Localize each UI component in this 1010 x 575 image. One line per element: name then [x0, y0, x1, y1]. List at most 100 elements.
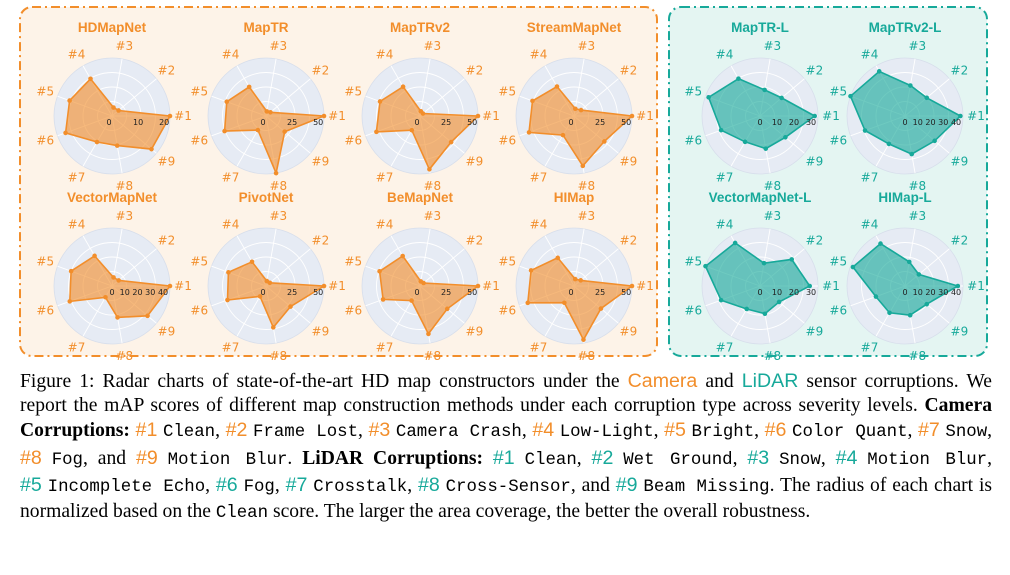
radar-point: [400, 253, 405, 259]
radar-spoke-label: #4: [716, 48, 734, 62]
radar-spoke-label: #9: [951, 155, 969, 169]
radar-point: [955, 283, 961, 289]
radar-point: [629, 283, 635, 289]
corruption-name: Camera Crash: [395, 423, 522, 443]
radar-spoke-label: #6: [190, 303, 208, 317]
radar-spoke-label: #5: [684, 255, 702, 269]
radar-point: [878, 241, 883, 246]
corruption-name: Snow: [945, 423, 988, 443]
radar-tick-label: 10: [913, 118, 923, 127]
radar-chart-title: VectorMapNet: [67, 190, 158, 205]
radar-tick-label: 0: [260, 118, 265, 127]
radar-point: [783, 135, 788, 140]
radar-spoke-label: #8: [908, 179, 926, 193]
radar-point: [167, 283, 173, 289]
radar-spoke-label: #5: [344, 85, 362, 99]
radar-point: [377, 99, 383, 104]
radar-tick-label: 50: [313, 288, 323, 297]
lidar-corruption-list: #1 Clean, #2 Wet Ground, #3 Snow, #4 Mot…: [20, 446, 992, 497]
radar-spoke-label: #8: [763, 179, 781, 193]
radar-point: [850, 264, 856, 270]
radar-point: [908, 83, 913, 88]
radar-spoke-label: #7: [530, 170, 548, 184]
radar-chart: 0 10 20 30 40 #1 #2 #3 #4 #5 #6 #7 #8 #9 HIMap-L: [829, 190, 984, 362]
radar-point: [116, 108, 121, 113]
radar-tick-label: 20: [159, 118, 169, 127]
corruption-tag: #4: [835, 446, 858, 469]
radar-tick-label: 10: [133, 118, 143, 127]
radar-point: [257, 294, 263, 299]
radar-spoke-label: #2: [466, 233, 484, 247]
radar-spoke-label: #6: [829, 133, 847, 147]
radar-spoke-label: #2: [466, 63, 484, 77]
caption-text: sensor corruptions. We report the mAP sc…: [20, 371, 993, 417]
radar-area: [528, 85, 634, 168]
radar-spoke-label: #6: [344, 133, 362, 147]
radar-chart: 0 25 50 #1 #2 #3 #4 #5 #6 #7 #8 #9 StreamMapNet: [498, 20, 653, 193]
corruption-tag: #6: [764, 419, 787, 442]
radar-spoke-label: #9: [312, 325, 330, 339]
radar-point: [886, 141, 892, 147]
radar-point: [958, 113, 963, 119]
corruption-name: Frame Lost: [253, 423, 359, 443]
radar-spoke-label: #3: [763, 39, 781, 53]
radar-point: [736, 76, 741, 81]
radar-spoke-label: #8: [269, 349, 287, 362]
radar-point: [94, 139, 100, 145]
radar-tick-label: 10: [772, 118, 782, 127]
radar-spoke-label: #3: [763, 209, 781, 223]
radar-spoke-label: #1: [967, 279, 985, 293]
radar-spoke: [419, 58, 431, 117]
radar-point: [555, 255, 561, 261]
corruption-name: Bright: [691, 423, 755, 443]
radar-spoke-label: #7: [376, 340, 394, 354]
radar-tick-label: 20: [925, 288, 935, 297]
radar-point: [762, 87, 767, 93]
radar-point: [380, 297, 386, 302]
radar-tick-label: 0: [757, 288, 762, 297]
radar-spoke-label: #2: [158, 63, 176, 77]
radar-area: [851, 242, 960, 317]
radar-tick-label: 0: [757, 118, 762, 127]
corruption-name: Beam Missing: [643, 477, 770, 497]
radar-point: [321, 283, 327, 289]
radar-spoke: [419, 228, 431, 287]
radar-spoke-label: #8: [115, 349, 133, 362]
corruption-tag: #2: [591, 446, 614, 469]
radar-spoke-label: #5: [829, 255, 847, 269]
radar-spoke-label: #8: [577, 349, 595, 362]
radar-spoke-label: #6: [344, 303, 362, 317]
radar-spoke-label: #3: [908, 209, 926, 223]
caption-text: and: [697, 371, 742, 392]
caption-text: score. The larger the area coverage, the…: [268, 501, 811, 523]
radar-point: [418, 279, 424, 284]
radar-point: [273, 170, 279, 176]
radar-spoke-label: #7: [861, 170, 879, 184]
corruption-tag: #3: [747, 446, 770, 469]
radar-chart: 0 25 50 #1 #2 #3 #4 #5 #6 #7 #8 #9 MapTRv2: [344, 20, 499, 193]
radar-area: [704, 241, 811, 315]
radar-point: [111, 275, 116, 280]
radar-spoke-label: #8: [115, 179, 133, 193]
radar-tick-label: 0: [414, 288, 419, 297]
radar-point: [288, 304, 293, 309]
radar-point: [321, 113, 327, 119]
radar-chart-title: PivotNet: [239, 190, 294, 205]
radar-point: [264, 278, 270, 284]
radar-point: [562, 300, 567, 306]
radar-point: [742, 139, 748, 145]
radar-spoke-label: #6: [684, 133, 702, 147]
radar-chart: 0 25 50 #1 #2 #3 #4 #5 #6 #7 #8 #9 BeMapNet: [344, 190, 499, 362]
radar-spoke-label: #4: [530, 218, 548, 232]
corruption-name: Color Quant: [792, 423, 908, 443]
radar-spoke-label: #8: [763, 349, 781, 362]
radar-spoke-label: #4: [530, 48, 548, 62]
radar-point: [602, 139, 607, 144]
radar-spoke: [265, 228, 277, 287]
radar-tick-label: 30: [806, 288, 816, 297]
corruption-tag: #5: [664, 419, 686, 442]
radar-point: [63, 130, 68, 136]
radar-spoke-label: #7: [861, 340, 879, 354]
radar-spoke-label: #1: [822, 109, 840, 123]
radar-spoke-label: #3: [423, 209, 441, 223]
